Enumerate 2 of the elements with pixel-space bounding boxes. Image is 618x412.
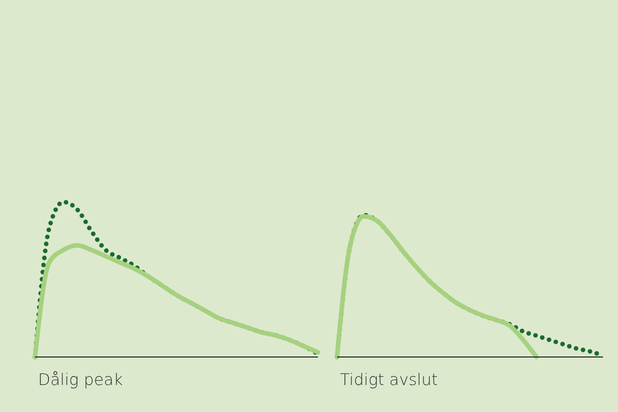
x-axis-title: Tidigt avslut xyxy=(340,370,438,389)
x-axis-title: Dålig peak xyxy=(38,370,123,389)
